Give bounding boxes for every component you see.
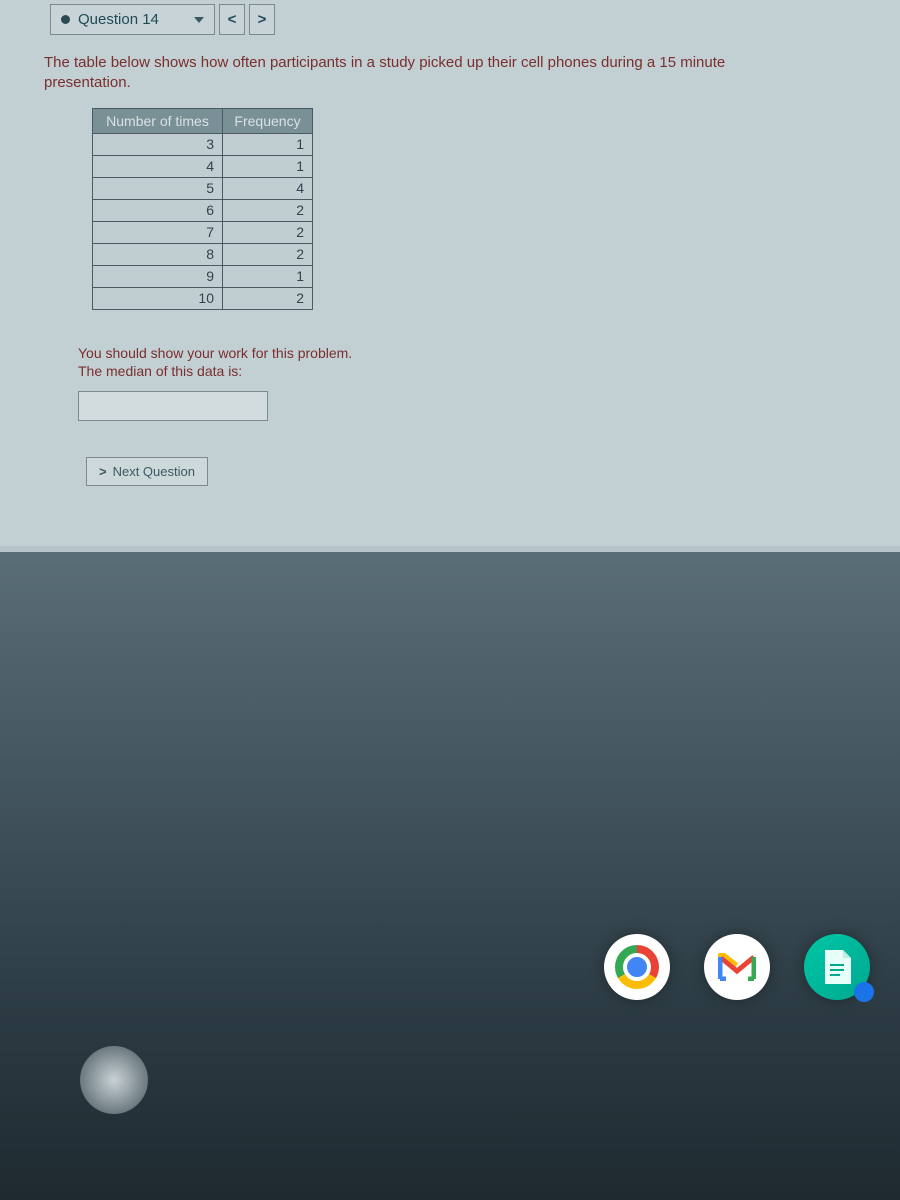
chevron-left-icon: < xyxy=(228,11,237,28)
table-row: 102 xyxy=(93,287,313,309)
table-row: 62 xyxy=(93,199,313,221)
table-header-number: Number of times xyxy=(93,108,223,133)
next-question-button[interactable]: > xyxy=(249,4,275,35)
cell-frequency: 1 xyxy=(223,133,313,155)
cell-number: 7 xyxy=(93,221,223,243)
question-prompt: The table below shows how often particip… xyxy=(0,53,900,108)
notes-app-icon[interactable] xyxy=(804,934,870,1000)
cell-frequency: 1 xyxy=(223,265,313,287)
prompt-line: presentation. xyxy=(44,73,856,93)
frequency-table: Number of times Frequency 31415462728291… xyxy=(92,108,313,310)
cell-frequency: 2 xyxy=(223,243,313,265)
cell-number: 10 xyxy=(93,287,223,309)
prev-question-button[interactable]: < xyxy=(219,4,245,35)
question-nav-row: Question 14 < > xyxy=(0,0,900,39)
table-header-frequency: Frequency xyxy=(223,108,313,133)
screen-glare xyxy=(80,1046,148,1114)
table-row: 82 xyxy=(93,243,313,265)
cell-number: 6 xyxy=(93,199,223,221)
show-work-line: You should show your work for this probl… xyxy=(78,344,900,363)
taskbar xyxy=(604,934,870,1000)
gmail-icon[interactable] xyxy=(704,934,770,1000)
bullet-icon xyxy=(61,15,70,24)
chevron-right-icon: > xyxy=(99,464,107,479)
chevron-down-icon xyxy=(194,17,204,23)
question-dropdown[interactable]: Question 14 xyxy=(50,4,215,35)
cell-frequency: 2 xyxy=(223,287,313,309)
cell-frequency: 4 xyxy=(223,177,313,199)
question-dropdown-label: Question 14 xyxy=(78,11,159,28)
cell-frequency: 2 xyxy=(223,221,313,243)
instructions: You should show your work for this probl… xyxy=(78,344,900,382)
cell-frequency: 2 xyxy=(223,199,313,221)
chevron-right-icon: > xyxy=(258,11,267,28)
table-row: 54 xyxy=(93,177,313,199)
table-row: 41 xyxy=(93,155,313,177)
frequency-table-body: 31415462728291102 xyxy=(93,133,313,309)
table-row: 31 xyxy=(93,133,313,155)
sync-badge-icon xyxy=(854,982,874,1002)
cell-frequency: 1 xyxy=(223,155,313,177)
cell-number: 8 xyxy=(93,243,223,265)
cell-number: 4 xyxy=(93,155,223,177)
cell-number: 9 xyxy=(93,265,223,287)
next-question-link[interactable]: > Next Question xyxy=(86,457,208,486)
next-question-label: Next Question xyxy=(113,464,195,479)
chrome-icon[interactable] xyxy=(604,934,670,1000)
table-row: 91 xyxy=(93,265,313,287)
answer-input[interactable] xyxy=(78,391,268,421)
cell-number: 3 xyxy=(93,133,223,155)
cell-number: 5 xyxy=(93,177,223,199)
table-row: 72 xyxy=(93,221,313,243)
quiz-panel: Question 14 < > The table below shows ho… xyxy=(0,0,900,546)
prompt-line: The table below shows how often particip… xyxy=(44,53,856,73)
envelope-icon xyxy=(718,953,756,981)
median-prompt-line: The median of this data is: xyxy=(78,362,900,381)
document-icon xyxy=(821,948,853,986)
